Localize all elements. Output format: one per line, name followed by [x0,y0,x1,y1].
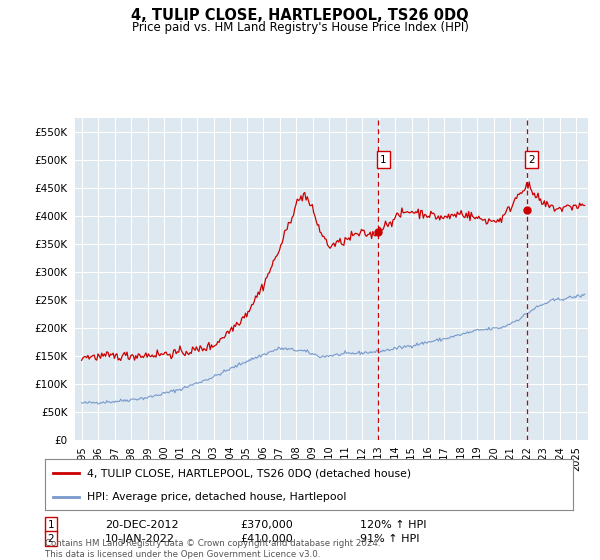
Text: 10-JAN-2022: 10-JAN-2022 [105,534,175,544]
Text: 2: 2 [529,155,535,165]
Text: HPI: Average price, detached house, Hartlepool: HPI: Average price, detached house, Hart… [87,492,347,502]
Text: £370,000: £370,000 [240,520,293,530]
Text: Price paid vs. HM Land Registry's House Price Index (HPI): Price paid vs. HM Land Registry's House … [131,21,469,34]
Text: 120% ↑ HPI: 120% ↑ HPI [360,520,427,530]
Text: 1: 1 [47,520,55,530]
Text: Contains HM Land Registry data © Crown copyright and database right 2024.
This d: Contains HM Land Registry data © Crown c… [45,539,380,559]
Text: 2: 2 [47,534,55,544]
Text: 4, TULIP CLOSE, HARTLEPOOL, TS26 0DQ (detached house): 4, TULIP CLOSE, HARTLEPOOL, TS26 0DQ (de… [87,468,412,478]
Text: 20-DEC-2012: 20-DEC-2012 [105,520,179,530]
Text: 1: 1 [380,155,387,165]
Text: £410,000: £410,000 [240,534,293,544]
Text: 4, TULIP CLOSE, HARTLEPOOL, TS26 0DQ: 4, TULIP CLOSE, HARTLEPOOL, TS26 0DQ [131,8,469,24]
Text: 91% ↑ HPI: 91% ↑ HPI [360,534,419,544]
